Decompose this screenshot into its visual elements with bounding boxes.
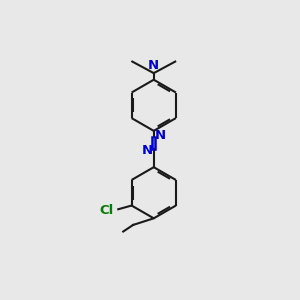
Text: N: N: [142, 144, 153, 157]
Text: Cl: Cl: [99, 204, 113, 217]
Text: N: N: [148, 59, 159, 72]
Text: N: N: [154, 129, 166, 142]
